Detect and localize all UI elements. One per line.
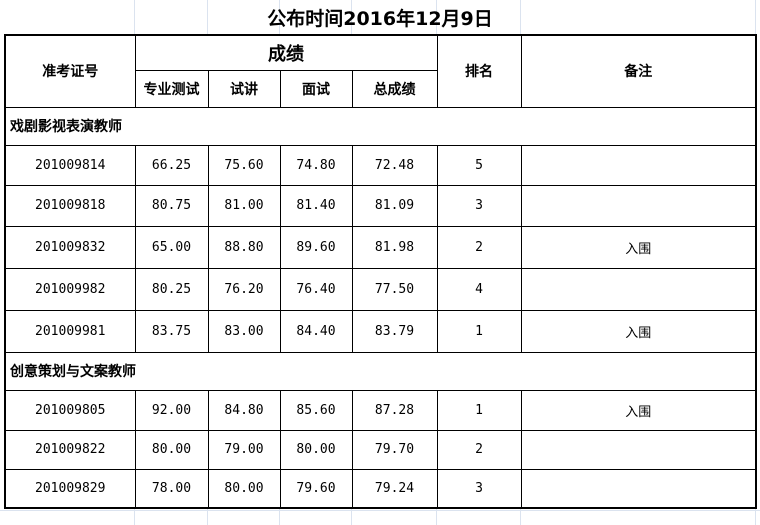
cell-interview: 74.80 bbox=[279, 144, 353, 186]
cell-remark: 入围 bbox=[520, 389, 757, 431]
cell-remark bbox=[520, 184, 757, 227]
cell-remark: 入围 bbox=[520, 225, 757, 269]
group-name: 创意策划与文案教师 bbox=[4, 351, 757, 391]
cell-interview: 80.00 bbox=[279, 429, 353, 470]
cell-id: 201009982 bbox=[4, 267, 136, 311]
header-professional: 专业测试 bbox=[134, 69, 209, 108]
cell-interview: 89.60 bbox=[279, 225, 353, 269]
cell-id: 201009818 bbox=[4, 184, 136, 227]
cell-professional: 92.00 bbox=[134, 389, 209, 431]
header-total: 总成绩 bbox=[351, 69, 438, 108]
table-row: 201009829 78.00 80.00 79.60 79.24 3 bbox=[4, 468, 757, 509]
cell-total: 81.98 bbox=[351, 225, 438, 269]
cell-id: 201009829 bbox=[4, 468, 136, 509]
cell-total: 81.09 bbox=[351, 184, 438, 227]
cell-rank: 1 bbox=[436, 389, 522, 431]
table-row: 201009982 80.25 76.20 76.40 77.50 4 bbox=[4, 267, 757, 311]
cell-professional: 78.00 bbox=[134, 468, 209, 509]
page-title: 公布时间2016年12月9日 bbox=[267, 8, 493, 30]
cell-total: 72.48 bbox=[351, 144, 438, 186]
cell-professional: 65.00 bbox=[134, 225, 209, 269]
cell-lecture: 76.20 bbox=[207, 267, 281, 311]
cell-lecture: 75.60 bbox=[207, 144, 281, 186]
cell-lecture: 81.00 bbox=[207, 184, 281, 227]
header-scores: 成绩 bbox=[134, 34, 438, 71]
header-rank: 排名 bbox=[436, 34, 522, 108]
group-row: 戏剧影视表演教师 bbox=[4, 106, 757, 146]
cell-lecture: 83.00 bbox=[207, 309, 281, 353]
cell-professional: 80.00 bbox=[134, 429, 209, 470]
group-name: 戏剧影视表演教师 bbox=[4, 106, 757, 146]
cell-id: 201009981 bbox=[4, 309, 136, 353]
header-remark: 备注 bbox=[520, 34, 757, 108]
cell-lecture: 80.00 bbox=[207, 468, 281, 509]
cell-total: 77.50 bbox=[351, 267, 438, 311]
cell-total: 79.70 bbox=[351, 429, 438, 470]
cell-rank: 1 bbox=[436, 309, 522, 353]
cell-lecture: 79.00 bbox=[207, 429, 281, 470]
header-interview: 面试 bbox=[279, 69, 353, 108]
table-row: 201009818 80.75 81.00 81.40 81.09 3 bbox=[4, 184, 757, 227]
cell-remark bbox=[520, 267, 757, 311]
cell-interview: 79.60 bbox=[279, 468, 353, 509]
cell-total: 87.28 bbox=[351, 389, 438, 431]
cell-remark: 入围 bbox=[520, 309, 757, 353]
cell-professional: 66.25 bbox=[134, 144, 209, 186]
cell-lecture: 84.80 bbox=[207, 389, 281, 431]
cell-interview: 81.40 bbox=[279, 184, 353, 227]
table-row: 201009832 65.00 88.80 89.60 81.98 2 入围 bbox=[4, 225, 757, 269]
cell-total: 79.24 bbox=[351, 468, 438, 509]
cell-remark bbox=[520, 468, 757, 509]
cell-id: 201009822 bbox=[4, 429, 136, 470]
cell-rank: 3 bbox=[436, 468, 522, 509]
cell-id: 201009805 bbox=[4, 389, 136, 431]
table-row: 201009805 92.00 84.80 85.60 87.28 1 入围 bbox=[4, 389, 757, 431]
header-id: 准考证号 bbox=[4, 34, 136, 108]
header-lecture: 试讲 bbox=[207, 69, 281, 108]
cell-lecture: 88.80 bbox=[207, 225, 281, 269]
cell-rank: 5 bbox=[436, 144, 522, 186]
cell-professional: 80.75 bbox=[134, 184, 209, 227]
cell-rank: 3 bbox=[436, 184, 522, 227]
cell-professional: 83.75 bbox=[134, 309, 209, 353]
cell-id: 201009832 bbox=[4, 225, 136, 269]
cell-remark bbox=[520, 429, 757, 470]
table-row: 201009981 83.75 83.00 84.40 83.79 1 入围 bbox=[4, 309, 757, 353]
cell-total: 83.79 bbox=[351, 309, 438, 353]
cell-rank: 4 bbox=[436, 267, 522, 311]
group-row: 创意策划与文案教师 bbox=[4, 351, 757, 391]
table-row: 201009822 80.00 79.00 80.00 79.70 2 bbox=[4, 429, 757, 470]
cell-professional: 80.25 bbox=[134, 267, 209, 311]
cell-rank: 2 bbox=[436, 225, 522, 269]
table-row: 201009814 66.25 75.60 74.80 72.48 5 bbox=[4, 144, 757, 186]
score-table: 准考证号 成绩 排名 备注 专业测试 试讲 面试 总成绩 戏剧影视表演教师 201… bbox=[4, 34, 757, 509]
cell-rank: 2 bbox=[436, 429, 522, 470]
cell-interview: 76.40 bbox=[279, 267, 353, 311]
cell-interview: 84.40 bbox=[279, 309, 353, 353]
cell-remark bbox=[520, 144, 757, 186]
cell-id: 201009814 bbox=[4, 144, 136, 186]
cell-interview: 85.60 bbox=[279, 389, 353, 431]
